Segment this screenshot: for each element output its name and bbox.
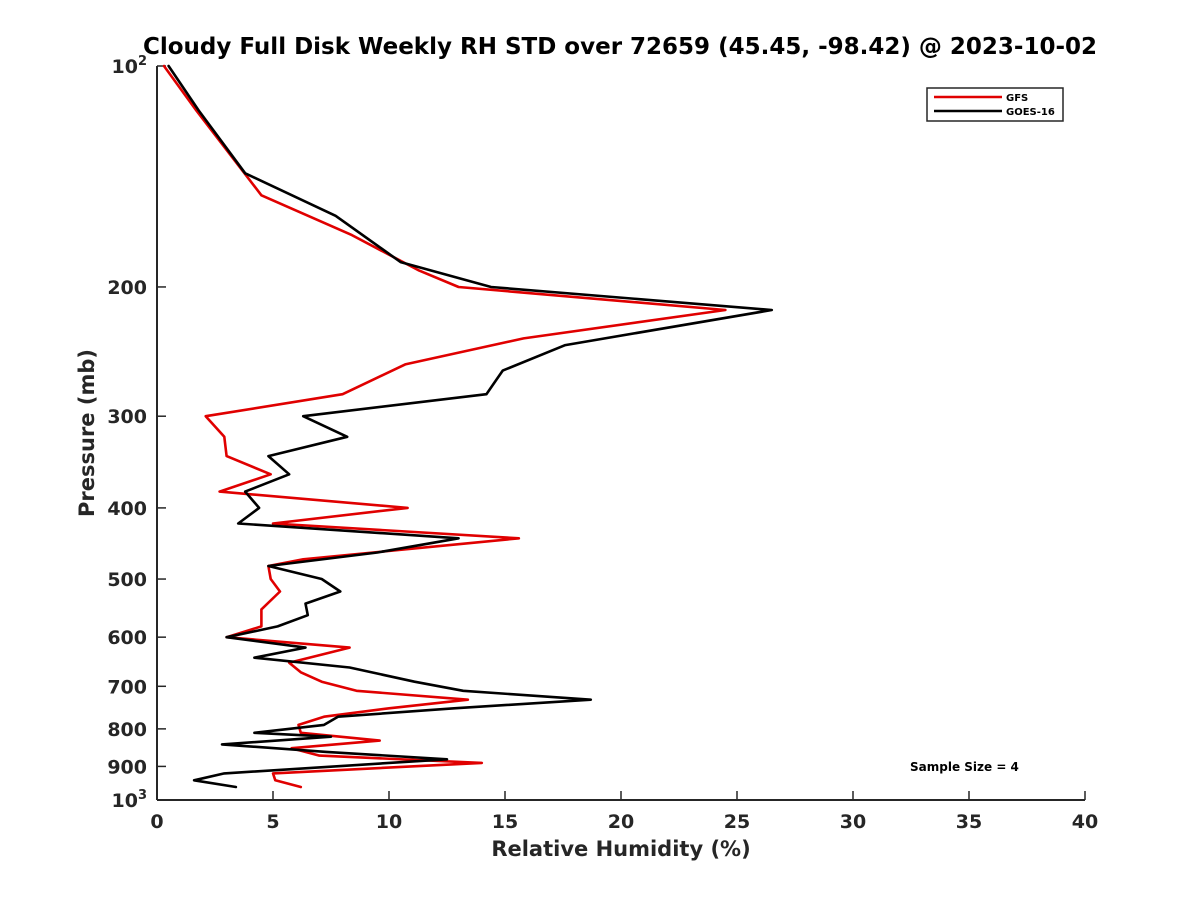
y-tick-label: 200 — [107, 277, 147, 299]
x-tick-label: 0 — [150, 811, 163, 833]
y-axis-ticks: 102 200 300 400 500 600 700 800 900 103 — [107, 54, 166, 812]
x-axis-label: Relative Humidity (%) — [491, 837, 750, 861]
series-lines — [162, 64, 774, 789]
x-tick-label: 40 — [1072, 811, 1098, 833]
y-tick-label: 103 — [112, 788, 148, 812]
series-line-gfs — [162, 64, 727, 789]
x-tick-label: 30 — [840, 811, 866, 833]
y-tick-label: 102 — [112, 54, 148, 78]
y-tick-label: 500 — [107, 569, 147, 591]
x-tick-label: 5 — [266, 811, 279, 833]
legend-label-gfs: GFS — [1006, 93, 1028, 104]
legend-box — [926, 87, 1064, 122]
x-tick-label: 35 — [956, 811, 982, 833]
series-line-goes-16 — [167, 64, 774, 789]
y-axis-label: Pressure (mb) — [75, 349, 99, 517]
y-tick-label: 400 — [107, 498, 147, 520]
x-axis-ticks: 0 5 10 15 20 25 30 35 40 — [150, 791, 1098, 833]
sample-size-annotation: Sample Size = 4 — [910, 760, 1019, 774]
legend: GFS GOES-16 — [926, 87, 1064, 122]
y-tick-label: 700 — [107, 676, 147, 698]
y-tick-label: 900 — [107, 756, 147, 778]
y-tick-label: 800 — [107, 719, 147, 741]
x-tick-label: 25 — [724, 811, 750, 833]
x-tick-label: 10 — [376, 811, 402, 833]
x-tick-label: 20 — [608, 811, 634, 833]
chart-title: Cloudy Full Disk Weekly RH STD over 7265… — [143, 34, 1097, 60]
legend-label-goes16: GOES-16 — [1006, 107, 1055, 118]
y-tick-label: 300 — [107, 406, 147, 428]
y-tick-label: 600 — [107, 627, 147, 649]
x-tick-label: 15 — [492, 811, 518, 833]
